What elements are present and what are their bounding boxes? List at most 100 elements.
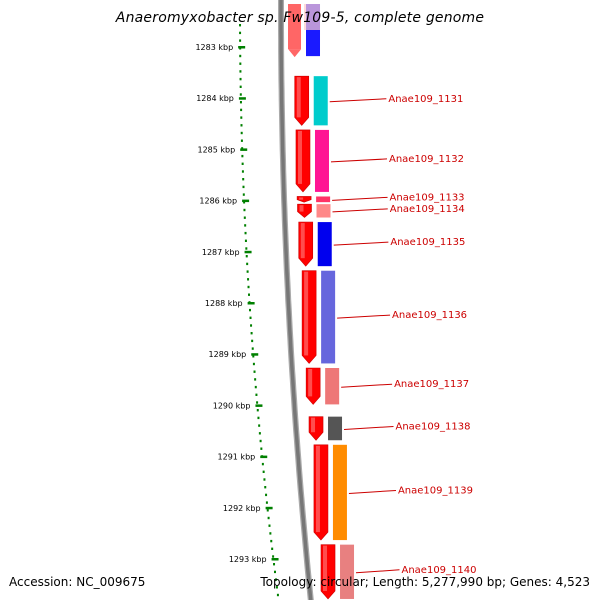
scale-dot [274,578,277,581]
scale-tick [240,148,248,151]
scale-dot [264,486,267,489]
cds-arrow-highlight [297,130,302,184]
scale-dot [251,347,254,350]
cds-arrow-highlight [311,417,316,433]
gene-feature-block [325,368,340,405]
scale-dot [269,532,272,535]
gene-feature-block [313,76,328,126]
scale-tick-label: 1289 kbp [209,350,247,359]
scale-dot [259,439,262,443]
scale-tick [247,302,255,305]
gene-feature-block [340,544,355,599]
backbone-line [279,0,313,600]
scale-tick [260,455,268,459]
scale-dot [240,131,243,135]
scale-dot [260,447,263,450]
scale-dot [255,393,258,396]
scale-dot [245,255,248,258]
gene-feature-block [316,204,331,218]
scale-dot [267,516,270,520]
scale-dot [252,355,255,358]
scale-dot [241,162,244,165]
scale-tick [251,353,259,356]
scale-dot [244,239,247,242]
gene-label: Anae109_1135 [390,237,465,248]
gene-feature-block [328,416,343,441]
gene-label: Anae109_1138 [396,421,471,432]
scale-dot [239,24,242,27]
scale-dot [256,409,259,412]
gene-labels: Anae109_1131Anae109_1132Anae109_1133Anae… [329,94,477,576]
cds-arrow-highlight [308,369,313,397]
scale-tick-label: 1286 kbp [199,197,237,206]
scale-dot [239,85,242,88]
scale-tick-label: 1293 kbp [229,555,267,564]
scale-dot [239,101,242,104]
gene-label-line [348,489,397,494]
scale-dot [273,570,276,574]
cds-arrow-highlight [299,205,304,212]
scale-dot [243,201,246,204]
scale-dot [239,31,242,35]
gene-feature-block [304,4,321,30]
scale-dot [271,547,274,550]
gene-label: Anae109_1139 [398,485,473,496]
gene-label: Anae109_1131 [388,94,463,105]
scale-dot [247,278,250,281]
gene-label-line [330,158,388,163]
scale-tick [242,199,250,203]
map-title: Anaeromyxobacter sp. Fw109-5, complete g… [115,10,485,26]
scale-tick [244,250,252,254]
scale-dot [249,316,252,319]
scale-dot [244,231,247,235]
scale-dot [242,193,245,196]
gene-label: Anae109_1134 [390,204,465,215]
scale-dot [239,62,242,65]
scale-dot [240,139,243,142]
scale-dot [275,586,278,589]
scale-dot [241,154,244,158]
scale-tick-label: 1290 kbp [213,401,251,410]
scale-tick-label: 1292 kbp [223,504,261,513]
scale-dot [273,563,276,566]
scale-dot [244,224,247,227]
scale-dot [249,308,252,312]
cds-arrow [288,4,302,50]
cds-arrow-highlight [299,197,304,200]
scale-dot [258,424,261,427]
scale-dot [257,416,260,420]
scale-dot [254,378,257,381]
gene-label-line [333,241,389,246]
scale-dot [239,70,242,73]
scale-tick-label: 1284 kbp [196,94,234,103]
gene-label: Anae109_1140 [402,565,477,576]
scale-tick-label: 1288 kbp [205,299,243,308]
scale-dot [270,539,273,543]
scale-dot [251,339,254,343]
gene-label-line [329,98,387,103]
scale-dot [261,462,264,466]
scale-dot [250,324,253,327]
scale-dot [254,385,257,389]
scale-dot [239,93,242,96]
gene-label-line [341,383,393,388]
gene-label: Anae109_1132 [389,154,464,165]
scale-bar: 1283 kbp 1284 kbp 1285 kbp 1286 kbp 1287 kbp… [195,24,279,597]
scale-dot [242,178,245,181]
gene-feature-block [317,222,332,267]
accession-text: Accession: NC_009675 [9,575,146,589]
gene-feature-block [332,444,347,541]
scale-tick-label: 1283 kbp [195,43,233,52]
scale-dot [240,124,243,127]
gene-label-line [337,314,391,319]
cds-arrow-highlight [304,271,309,356]
scale-dot [240,116,243,119]
gene-feature-block [316,196,331,203]
gene-label: Anae109_1133 [390,192,465,203]
scale-dot [243,208,246,212]
scale-dot [240,108,243,112]
scale-tick-label: 1285 kbp [198,145,236,154]
scale-tick [238,46,246,49]
scale-dot [248,293,251,296]
